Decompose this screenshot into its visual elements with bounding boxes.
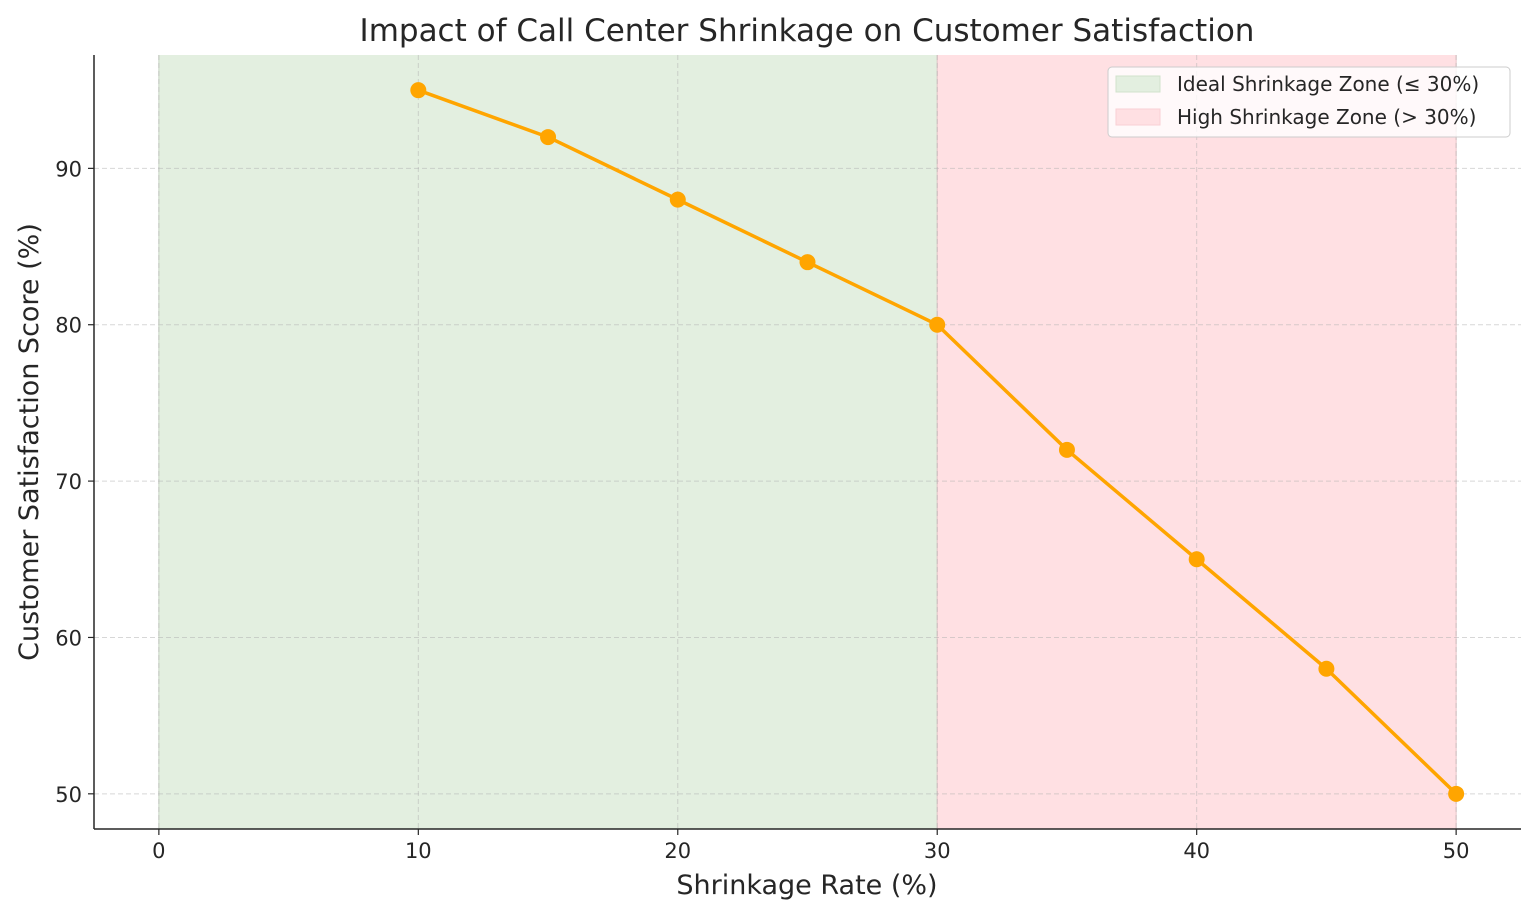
x-tick-label: 0 <box>152 839 165 863</box>
legend-swatch-ideal <box>1115 75 1161 93</box>
legend: Ideal Shrinkage Zone (≤ 30%) High Shrink… <box>1107 66 1511 138</box>
x-tick-label: 10 <box>405 839 432 863</box>
data-point <box>410 82 427 99</box>
x-tick-label: 30 <box>924 839 951 863</box>
y-tick-label: 70 <box>55 470 82 494</box>
y-tick-label: 60 <box>55 626 82 650</box>
data-point <box>1188 551 1205 568</box>
legend-label-ideal: Ideal Shrinkage Zone (≤ 30%) <box>1177 72 1479 96</box>
shaded-region-0 <box>158 55 938 829</box>
legend-swatch-high <box>1115 108 1161 126</box>
x-tick-label: 40 <box>1183 839 1210 863</box>
x-axis-label: Shrinkage Rate (%) <box>676 870 937 901</box>
data-point <box>669 191 686 208</box>
data-point <box>929 316 946 333</box>
chart-title: Impact of Call Center Shrinkage on Custo… <box>360 13 1255 49</box>
y-axis-label: Customer Satisfaction Score (%) <box>14 223 45 661</box>
y-tick-label: 90 <box>55 157 82 181</box>
legend-label-high: High Shrinkage Zone (> 30%) <box>1177 105 1476 129</box>
data-point <box>799 254 816 271</box>
x-tick-label: 20 <box>664 839 691 863</box>
data-point <box>1058 441 1075 458</box>
y-tick-label: 50 <box>55 783 82 807</box>
data-point <box>540 129 557 146</box>
data-point <box>1448 785 1465 802</box>
y-tick-label: 80 <box>55 314 82 338</box>
x-tick-label: 50 <box>1443 839 1470 863</box>
data-point <box>1318 660 1335 677</box>
